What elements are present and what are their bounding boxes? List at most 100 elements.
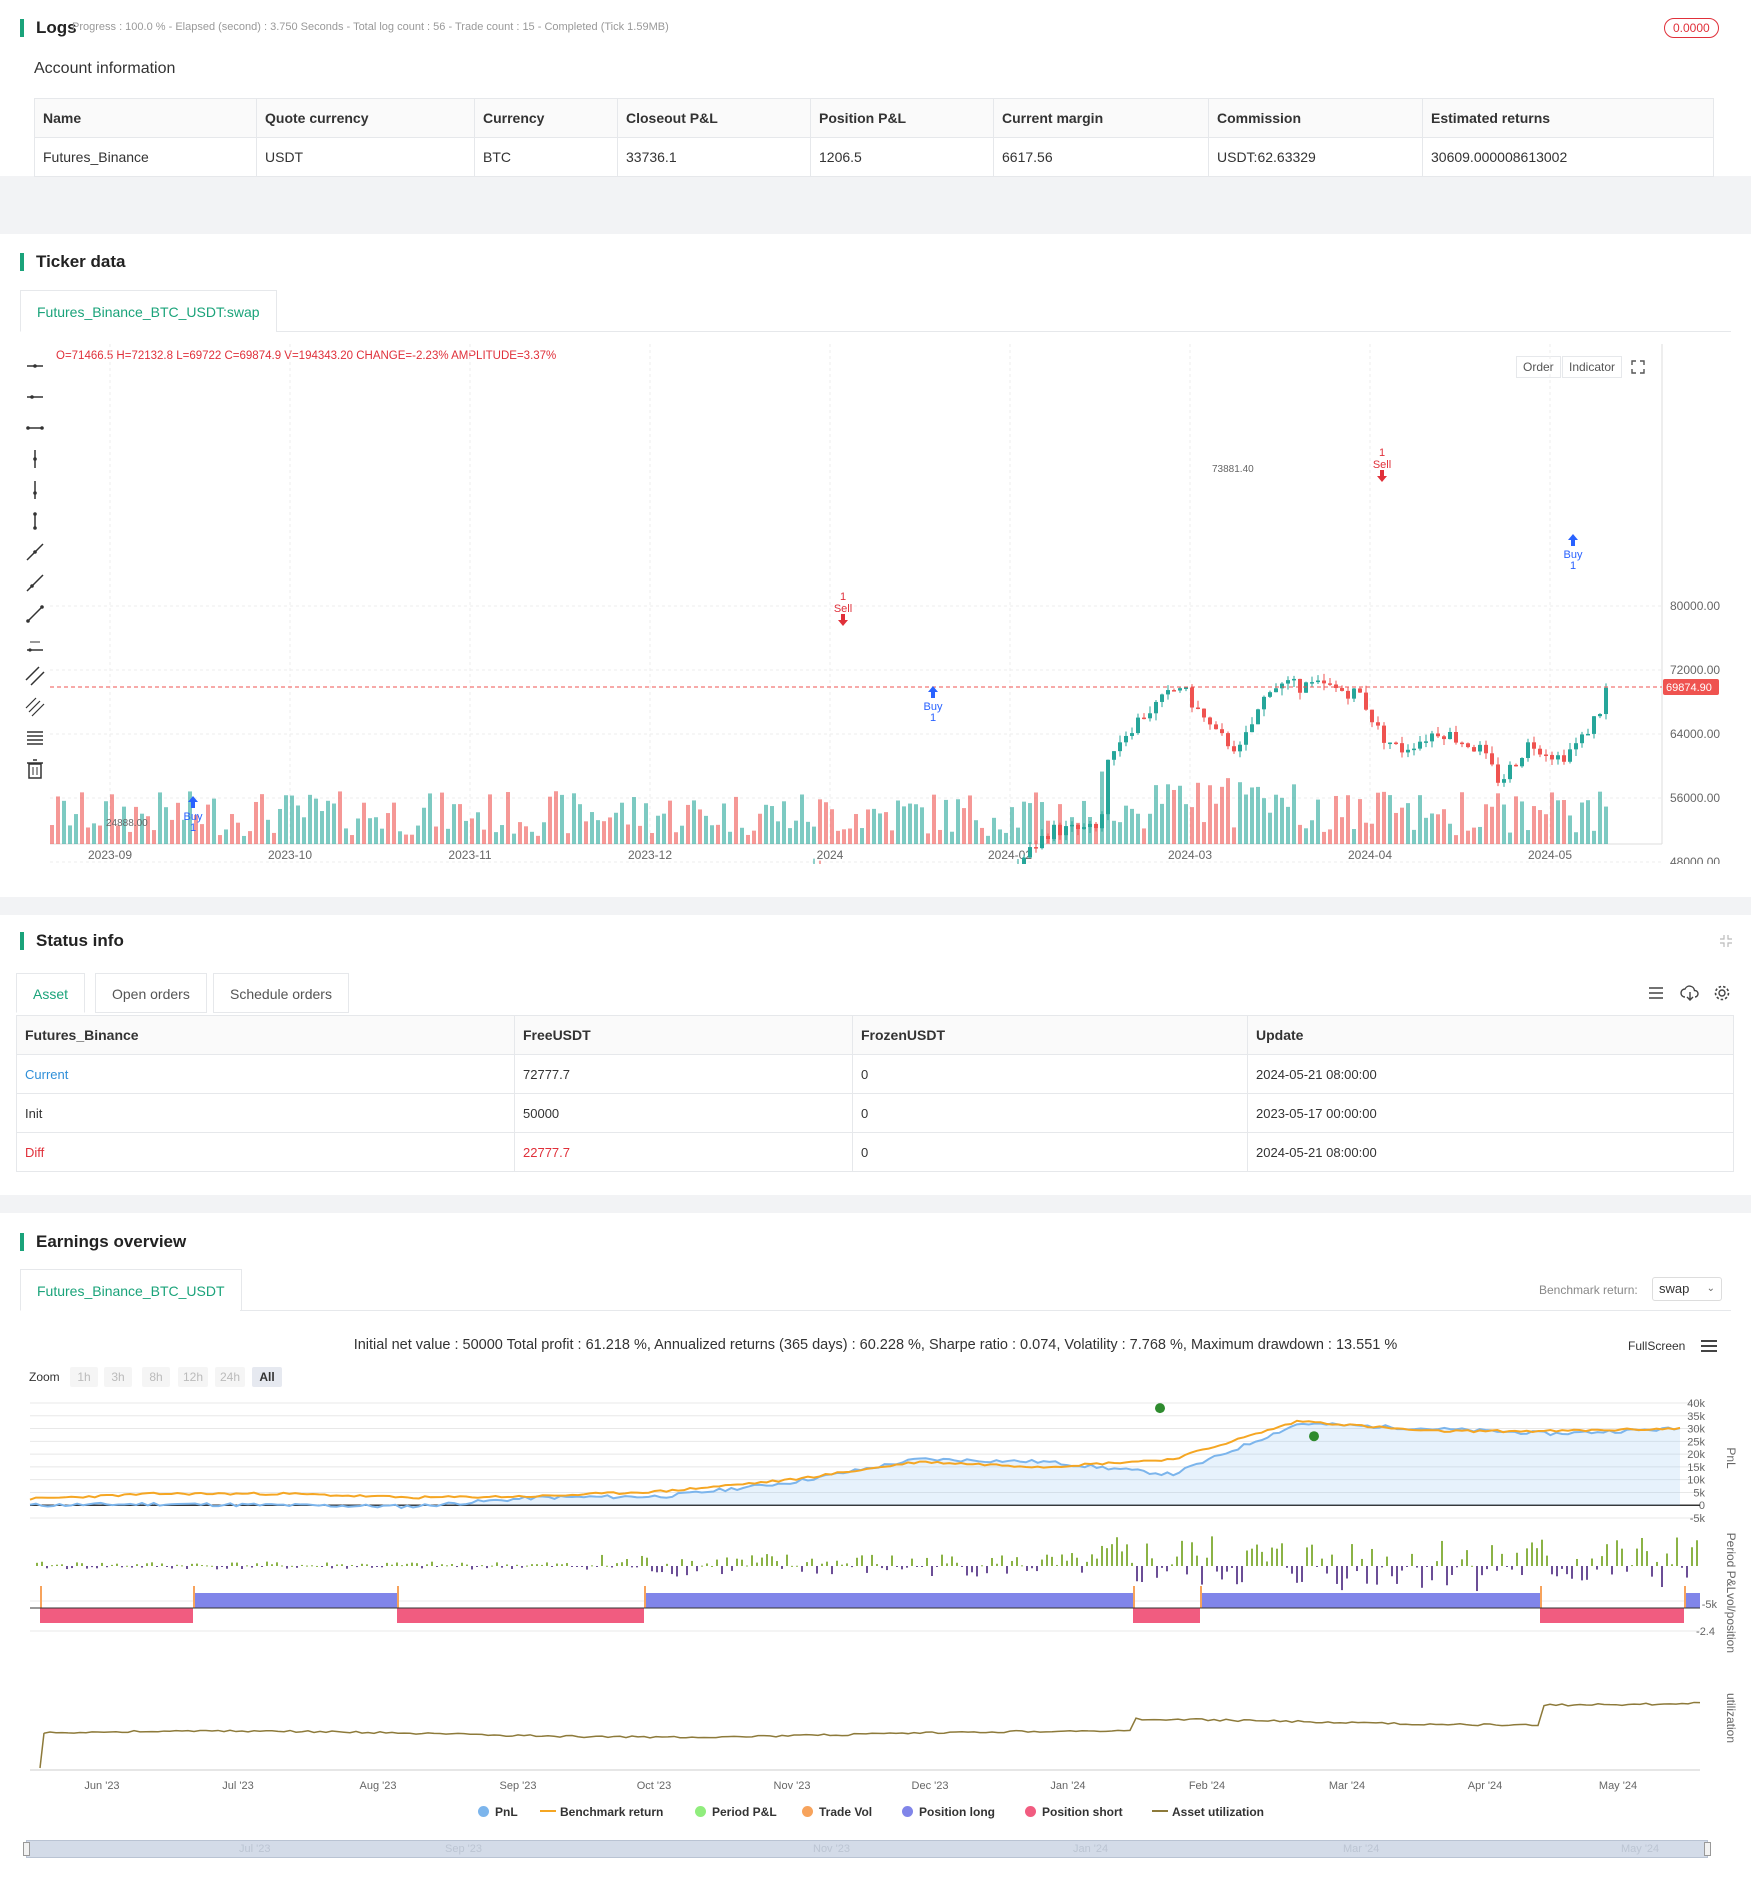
period-pnl-bar [1146,1543,1148,1566]
volume-bar [188,791,192,844]
menu-icon[interactable] [1700,1337,1718,1355]
price-line-tool-icon[interactable] [24,634,46,656]
volume-bar [692,800,696,844]
candlestick-chart[interactable]: 80000.00 72000.00 64000.00 56000.00 48000.00… [0,344,1751,864]
fibonacci-tool-icon[interactable] [24,696,46,718]
volume-bar [1562,800,1566,844]
vertical-line-tool-icon[interactable] [24,448,46,470]
utilization-axis-title: utilization [1724,1693,1738,1743]
zoom-24h-button[interactable]: 24h [215,1367,245,1387]
candle-body [1532,742,1536,749]
volume-bar [110,794,114,844]
volume-bar [566,833,570,844]
period-pnl-bar [1396,1566,1398,1584]
cloud-download-icon[interactable] [1680,984,1700,1002]
volume-bar [164,807,168,844]
legend-position-short[interactable]: Position short [1025,1805,1123,1819]
horizontal-line-tool-icon[interactable] [24,355,46,377]
volume-bar [698,809,702,844]
vertical-ray-tool-icon[interactable] [24,479,46,501]
gear-icon[interactable] [1713,984,1731,1002]
volume-bar [980,827,984,844]
collapse-icon[interactable] [1718,933,1734,949]
zoom-12h-button[interactable]: 12h [178,1367,208,1387]
volume-bar [1532,806,1536,844]
trade-vol-bar [1540,1586,1542,1608]
candle-body [1502,779,1506,783]
parallel-channel-tool-icon[interactable] [24,665,46,687]
volume-bar [1082,800,1086,844]
volume-bar [62,800,66,844]
zoom-label: Zoom [29,1370,60,1384]
legend-asset-utilization[interactable]: Asset utilization [1152,1805,1264,1819]
tab-ticker-symbol[interactable]: Futures_Binance_BTC_USDT:swap [20,290,277,332]
volume-bar [770,806,774,844]
candle-body [1346,690,1350,699]
volume-bar [590,812,594,844]
period-pnl-bar [56,1564,58,1566]
period-pnl-bar [341,1564,343,1566]
earnings-chart[interactable]: 40k35k30k25k20k15k10k5k0-5kPnL-5kPeriod … [0,1398,1751,1878]
tab-open-orders[interactable]: Open orders [95,973,207,1013]
period-pnl-bar [431,1561,433,1566]
volume-bar [50,825,54,844]
volume-bar [1394,812,1398,844]
horizontal-lines-tool-icon[interactable] [24,727,46,749]
fullscreen-button[interactable]: FullScreen [1628,1339,1686,1353]
tab-schedule-orders[interactable]: Schedule orders [213,973,349,1013]
list-icon[interactable] [1647,984,1665,1002]
trend-line-tool-icon[interactable] [24,541,46,563]
asset-table: Futures_Binance FreeUSDT FrozenUSDT Upda… [16,1015,1734,1172]
candle-body [1238,744,1242,752]
legend-pnl[interactable]: PnL [478,1805,518,1819]
period-pnl-bar [1491,1545,1493,1566]
ticker-panel: Ticker data Futures_Binance_BTC_USDT:swa… [0,234,1751,897]
segment-tool-icon[interactable] [24,603,46,625]
expand-icon[interactable] [1628,357,1648,377]
volume-bar [626,824,630,844]
volume-bar [194,814,198,844]
zoom-3h-button[interactable]: 3h [104,1367,132,1387]
candle-body [1508,764,1512,780]
period-pnl-bar [1201,1566,1203,1585]
period-pnl-bar [76,1562,78,1566]
period-pnl-bar [1301,1566,1303,1582]
vertical-segment-tool-icon[interactable] [24,510,46,532]
zoom-1h-button[interactable]: 1h [70,1367,98,1387]
order-button[interactable]: Order [1516,356,1561,378]
indicator-button[interactable]: Indicator [1562,356,1623,378]
period-pnl-bar [306,1565,308,1567]
legend-benchmark[interactable]: Benchmark return [540,1805,663,1819]
period-pnl-bar [36,1562,38,1566]
navigator-bar[interactable]: Jul '23 Sep '23 Nov '23 Jan '24 Mar '24 … [23,1840,1711,1858]
volume-bar [1058,804,1062,844]
trash-icon[interactable] [24,758,46,780]
candle-body [1556,755,1560,760]
period-pnl-bar [1136,1566,1138,1582]
asset-header-row: Futures_Binance FreeUSDT FrozenUSDT Upda… [16,1015,1734,1055]
tab-earnings-symbol[interactable]: Futures_Binance_BTC_USDT [20,1269,242,1311]
pnl-tick-label: 20k [1687,1449,1705,1461]
time-tick-label: 2023-09 [88,848,132,862]
legend-trade-vol[interactable]: Trade Vol [802,1805,872,1819]
legend-short-marker [1025,1806,1036,1817]
period-pnl-bar [976,1566,978,1577]
ray-tool-icon[interactable] [24,572,46,594]
benchmark-select[interactable]: swap ⌄ [1652,1277,1722,1301]
navigator-handle-right[interactable] [1704,1842,1711,1856]
period-pnl-bar [761,1557,763,1566]
horizontal-ray-tool-icon[interactable] [24,386,46,408]
period-pnl-bar [406,1563,408,1566]
zoom-all-button[interactable]: All [252,1367,282,1387]
legend-period-pnl[interactable]: Period P&L [695,1805,777,1819]
horizontal-segment-tool-icon[interactable] [24,417,46,439]
navigator-handle-left[interactable] [23,1842,30,1856]
period-pnl-bar [91,1566,93,1568]
candle-body [1094,823,1098,829]
period-pnl-bar [886,1566,888,1571]
legend-position-long[interactable]: Position long [902,1805,995,1819]
asset-row-label: Current [16,1054,515,1094]
tab-asset[interactable]: Asset [16,973,86,1013]
zoom-8h-button[interactable]: 8h [142,1367,170,1387]
volume-bar [542,822,546,844]
